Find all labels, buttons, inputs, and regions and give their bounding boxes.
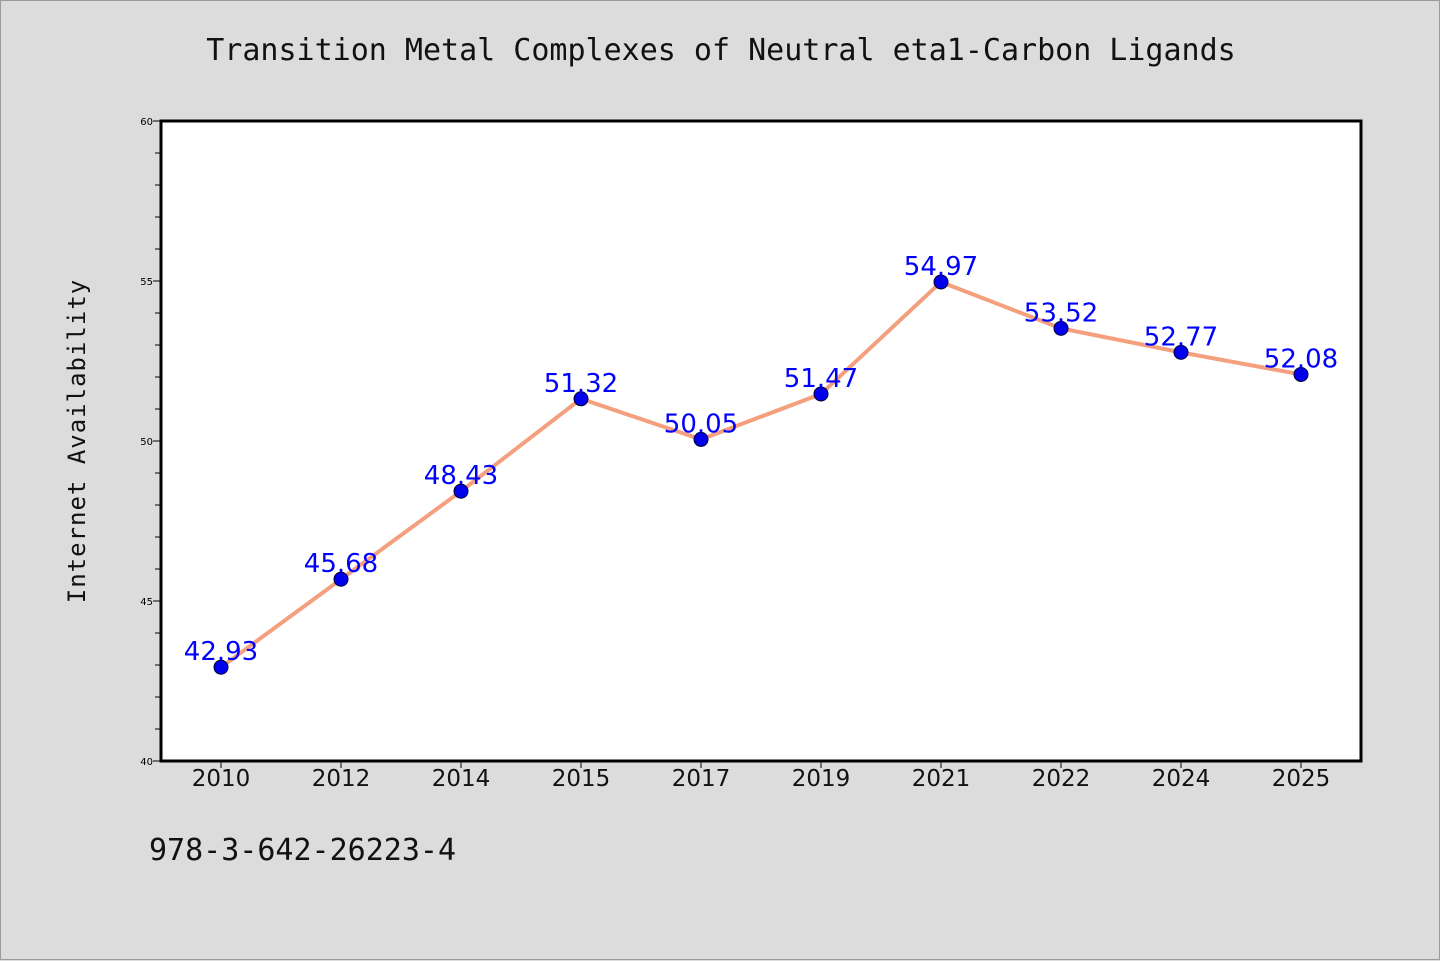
data-point [453, 483, 469, 499]
x-tick-label: 2015 [552, 766, 611, 792]
y-tick-label: 45 [140, 597, 153, 608]
data-point [573, 391, 589, 407]
data-label: 50.05 [664, 409, 738, 439]
data-label: 51.32 [544, 369, 618, 399]
y-tick-label: 60 [140, 117, 153, 128]
data-label: 48.43 [424, 461, 498, 491]
x-tick-label: 2017 [672, 766, 731, 792]
data-point [1173, 344, 1189, 360]
data-label: 45.68 [304, 549, 378, 579]
data-point [1293, 366, 1309, 382]
x-tick-label: 2025 [1272, 766, 1331, 792]
data-point [333, 571, 349, 587]
x-tick-label: 2010 [192, 766, 251, 792]
x-tick-label: 2024 [1152, 766, 1211, 792]
data-label: 52.77 [1144, 322, 1218, 352]
x-tick-label: 2021 [912, 766, 971, 792]
y-tick-label: 55 [140, 277, 153, 288]
series-line [219, 279, 1303, 670]
data-point [213, 659, 229, 675]
data-point [693, 431, 709, 447]
plot-area [159, 119, 1363, 763]
data-label: 42.93 [184, 637, 258, 667]
chart-title: Transition Metal Complexes of Neutral et… [206, 33, 1236, 68]
data-label: 54.97 [904, 252, 978, 282]
y-tick-label: 50 [140, 437, 153, 448]
data-point [1053, 320, 1069, 336]
x-tick-label: 2012 [312, 766, 371, 792]
x-tick-label: 2019 [792, 766, 851, 792]
y-axis-label: Internet Availability [63, 279, 91, 603]
x-tick-label: 2022 [1032, 766, 1091, 792]
data-point [933, 274, 949, 290]
x-tick-label: 2014 [432, 766, 491, 792]
footer-code: 978-3-642-26223-4 [149, 833, 457, 868]
data-label: 52.08 [1264, 344, 1338, 374]
data-label: 53.52 [1024, 298, 1098, 328]
y-tick-label: 40 [140, 757, 153, 768]
data-label: 51.47 [784, 364, 858, 394]
data-point [813, 386, 829, 402]
